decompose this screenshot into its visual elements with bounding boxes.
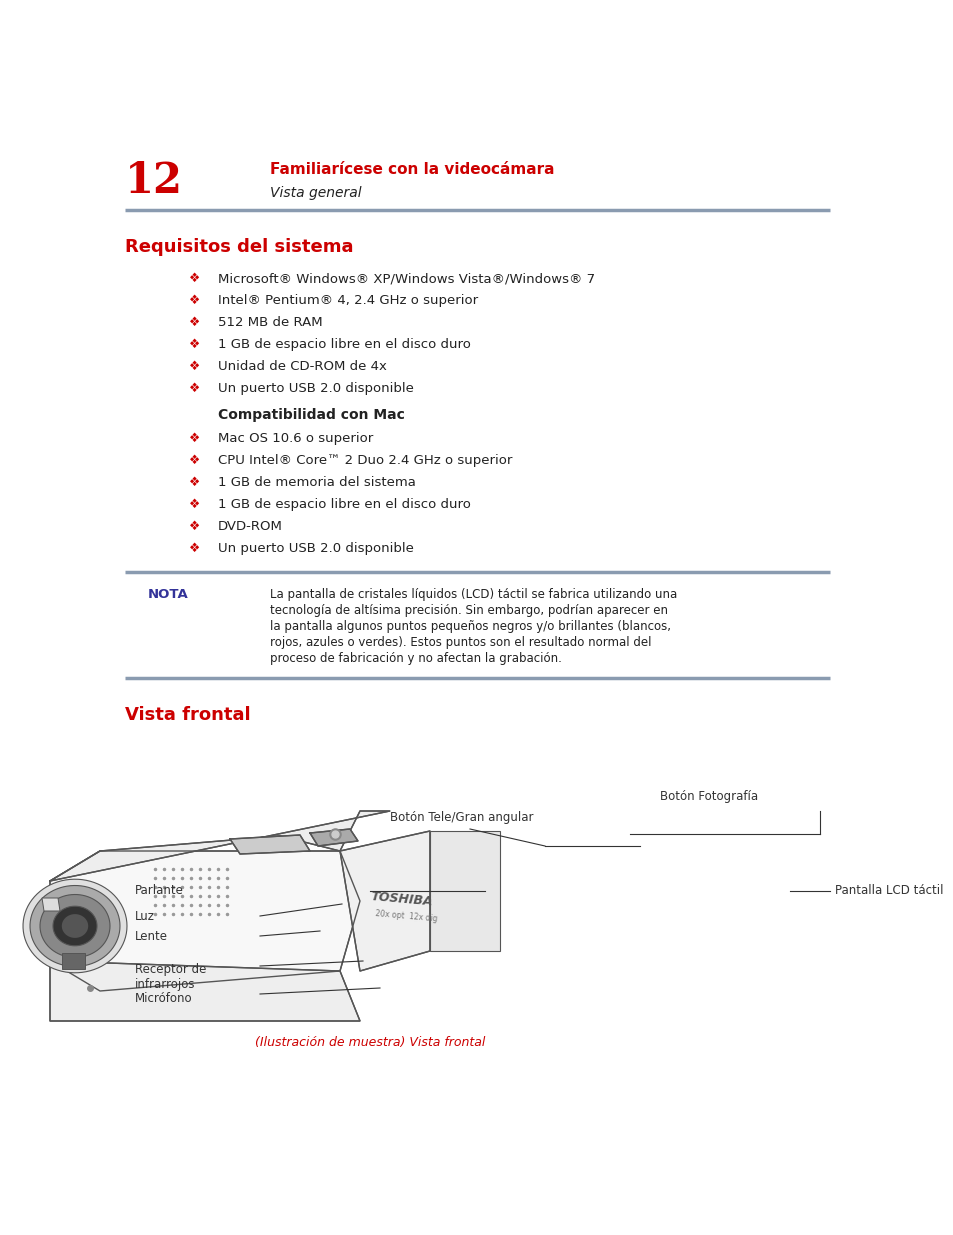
Text: Intel® Pentium® 4, 2.4 GHz o superior: Intel® Pentium® 4, 2.4 GHz o superior bbox=[218, 294, 477, 308]
Text: Un puerto USB 2.0 disponible: Un puerto USB 2.0 disponible bbox=[218, 382, 414, 395]
Text: ❖: ❖ bbox=[190, 432, 200, 445]
Polygon shape bbox=[50, 811, 390, 881]
Text: Botón Fotografía: Botón Fotografía bbox=[659, 790, 758, 803]
Text: Mac OS 10.6 o superior: Mac OS 10.6 o superior bbox=[218, 432, 373, 445]
Text: La pantalla de cristales líquidos (LCD) táctil se fabrica utilizando una: La pantalla de cristales líquidos (LCD) … bbox=[270, 588, 677, 601]
Text: 1 GB de memoria del sistema: 1 GB de memoria del sistema bbox=[218, 475, 416, 489]
Text: NOTA: NOTA bbox=[148, 588, 189, 601]
Text: ❖: ❖ bbox=[190, 338, 200, 351]
Text: Receptor de
infrarrojos: Receptor de infrarrojos bbox=[135, 963, 206, 990]
Text: CPU Intel® Core™ 2 Duo 2.4 GHz o superior: CPU Intel® Core™ 2 Duo 2.4 GHz o superio… bbox=[218, 454, 512, 467]
Polygon shape bbox=[339, 831, 430, 971]
Polygon shape bbox=[310, 829, 357, 846]
Text: ❖: ❖ bbox=[190, 475, 200, 489]
Text: Botón Tele/Gran angular: Botón Tele/Gran angular bbox=[390, 811, 533, 824]
Text: 1 GB de espacio libre en el disco duro: 1 GB de espacio libre en el disco duro bbox=[218, 338, 471, 351]
Text: Compatibilidad con Mac: Compatibilidad con Mac bbox=[218, 408, 404, 422]
Text: ❖: ❖ bbox=[190, 454, 200, 467]
Text: 1 GB de espacio libre en el disco duro: 1 GB de espacio libre en el disco duro bbox=[218, 498, 471, 511]
Text: 512 MB de RAM: 512 MB de RAM bbox=[218, 316, 322, 329]
Text: Microsoft® Windows® XP/Windows Vista®/Windows® 7: Microsoft® Windows® XP/Windows Vista®/Wi… bbox=[218, 272, 595, 285]
Polygon shape bbox=[40, 894, 110, 957]
Text: ❖: ❖ bbox=[190, 382, 200, 395]
Text: 12: 12 bbox=[125, 161, 183, 203]
Text: Pantalla LCD táctil: Pantalla LCD táctil bbox=[834, 884, 943, 898]
Text: Luz: Luz bbox=[135, 909, 154, 923]
Text: 20x opt  12x dig: 20x opt 12x dig bbox=[375, 909, 437, 924]
Text: DVD-ROM: DVD-ROM bbox=[218, 520, 283, 534]
Polygon shape bbox=[62, 914, 88, 937]
Text: Un puerto USB 2.0 disponible: Un puerto USB 2.0 disponible bbox=[218, 542, 414, 555]
Text: Vista frontal: Vista frontal bbox=[125, 706, 251, 724]
Text: Familiarícese con la videocámara: Familiarícese con la videocámara bbox=[270, 162, 554, 177]
Polygon shape bbox=[430, 831, 499, 951]
Text: rojos, azules o verdes). Estos puntos son el resultado normal del: rojos, azules o verdes). Estos puntos so… bbox=[270, 636, 651, 650]
Polygon shape bbox=[30, 885, 120, 967]
Text: Parlante: Parlante bbox=[135, 884, 184, 898]
Text: ❖: ❖ bbox=[190, 316, 200, 329]
Polygon shape bbox=[42, 898, 60, 911]
Text: Requisitos del sistema: Requisitos del sistema bbox=[125, 238, 354, 256]
Text: (Ilustración de muestra) Vista frontal: (Ilustración de muestra) Vista frontal bbox=[254, 1036, 485, 1049]
Text: ❖: ❖ bbox=[190, 272, 200, 285]
Text: Micrófono: Micrófono bbox=[135, 993, 193, 1005]
Text: ❖: ❖ bbox=[190, 359, 200, 373]
Text: ❖: ❖ bbox=[190, 520, 200, 534]
Text: Unidad de CD-ROM de 4x: Unidad de CD-ROM de 4x bbox=[218, 359, 387, 373]
Polygon shape bbox=[50, 961, 359, 1021]
Text: Lente: Lente bbox=[135, 930, 168, 942]
Polygon shape bbox=[53, 906, 97, 946]
Text: la pantalla algunos puntos pequeños negros y/o brillantes (blancos,: la pantalla algunos puntos pequeños negr… bbox=[270, 620, 670, 634]
Text: ❖: ❖ bbox=[190, 542, 200, 555]
Polygon shape bbox=[230, 835, 310, 853]
Text: proceso de fabricación y no afectan la grabación.: proceso de fabricación y no afectan la g… bbox=[270, 652, 561, 664]
Text: Vista general: Vista general bbox=[270, 186, 361, 200]
Polygon shape bbox=[62, 953, 85, 969]
Text: ❖: ❖ bbox=[190, 498, 200, 511]
Polygon shape bbox=[50, 851, 359, 990]
Text: tecnología de altísima precisión. Sin embargo, podrían aparecer en: tecnología de altísima precisión. Sin em… bbox=[270, 604, 667, 618]
Text: ❖: ❖ bbox=[190, 294, 200, 308]
Text: TOSHIBA: TOSHIBA bbox=[370, 889, 433, 908]
Polygon shape bbox=[23, 879, 127, 973]
